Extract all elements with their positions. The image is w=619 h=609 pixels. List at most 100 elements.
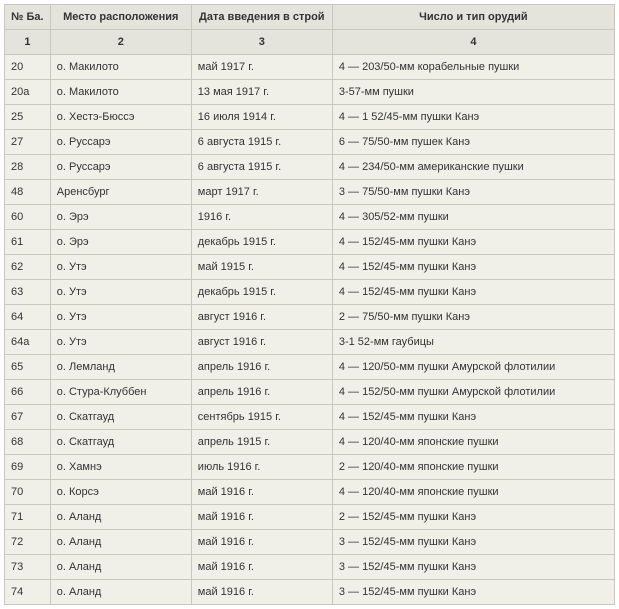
cell: о. Корсэ bbox=[50, 480, 191, 505]
subheader-row: 1 2 3 4 bbox=[5, 30, 615, 55]
cell: август 1916 г. bbox=[191, 330, 332, 355]
cell: 72 bbox=[5, 530, 51, 555]
col-header-location: Место расположения bbox=[50, 5, 191, 30]
cell: май 1917 г. bbox=[191, 55, 332, 80]
cell: май 1916 г. bbox=[191, 505, 332, 530]
table-row: 20о. Макилотомай 1917 г.4 — 203/50-мм ко… bbox=[5, 55, 615, 80]
cell: 71 bbox=[5, 505, 51, 530]
cell: 3 — 152/45-мм пушки Канэ bbox=[332, 530, 614, 555]
table-row: 67о. Скатгаудсентябрь 1915 г.4 — 152/45-… bbox=[5, 405, 615, 430]
cell: сентябрь 1915 г. bbox=[191, 405, 332, 430]
cell: о. Скатгауд bbox=[50, 405, 191, 430]
table-row: 61о. Эрэдекабрь 1915 г.4 — 152/45-мм пуш… bbox=[5, 230, 615, 255]
cell: о. Аланд bbox=[50, 555, 191, 580]
cell: 1916 г. bbox=[191, 205, 332, 230]
table-row: 68о. Скатгаудапрель 1915 г.4 — 120/40-мм… bbox=[5, 430, 615, 455]
cell: о. Лемланд bbox=[50, 355, 191, 380]
cell: о. Эрэ bbox=[50, 205, 191, 230]
cell: 67 bbox=[5, 405, 51, 430]
cell: 25 bbox=[5, 105, 51, 130]
cell: 62 bbox=[5, 255, 51, 280]
cell: 13 мая 1917 г. bbox=[191, 80, 332, 105]
cell: 3 — 152/45-мм пушки Канэ bbox=[332, 555, 614, 580]
cell: 4 — 120/40-мм японские пушки bbox=[332, 480, 614, 505]
cell: о. Скатгауд bbox=[50, 430, 191, 455]
cell: 73 bbox=[5, 555, 51, 580]
table-row: 48Аренсбургмарт 1917 г.3 — 75/50-мм пушк… bbox=[5, 180, 615, 205]
cell: май 1916 г. bbox=[191, 530, 332, 555]
cell: 20а bbox=[5, 80, 51, 105]
table-row: 71о. Аландмай 1916 г.2 — 152/45-мм пушки… bbox=[5, 505, 615, 530]
cell: 4 — 152/45-мм пушки Канэ bbox=[332, 255, 614, 280]
cell: о. Аланд bbox=[50, 505, 191, 530]
cell: о. Утэ bbox=[50, 280, 191, 305]
cell: Аренсбург bbox=[50, 180, 191, 205]
cell: 6 августа 1915 г. bbox=[191, 130, 332, 155]
col-num-4: 4 bbox=[332, 30, 614, 55]
cell: 3-57-мм пушки bbox=[332, 80, 614, 105]
cell: 68 bbox=[5, 430, 51, 455]
cell: март 1917 г. bbox=[191, 180, 332, 205]
cell: о. Аланд bbox=[50, 580, 191, 605]
cell: 4 — 152/45-мм пушки Канэ bbox=[332, 230, 614, 255]
cell: июль 1916 г. bbox=[191, 455, 332, 480]
col-num-3: 3 bbox=[191, 30, 332, 55]
table-row: 64о. Утэавгуст 1916 г.2 — 75/50-мм пушки… bbox=[5, 305, 615, 330]
cell: 64а bbox=[5, 330, 51, 355]
cell: 4 — 152/45-мм пушки Канэ bbox=[332, 280, 614, 305]
cell: 16 июля 1914 г. bbox=[191, 105, 332, 130]
cell: декабрь 1915 г. bbox=[191, 280, 332, 305]
cell: апрель 1915 г. bbox=[191, 430, 332, 455]
table-row: 20ао. Макилото13 мая 1917 г.3-57-мм пушк… bbox=[5, 80, 615, 105]
cell: 66 bbox=[5, 380, 51, 405]
table-row: 70о. Корсэмай 1916 г.4 — 120/40-мм японс… bbox=[5, 480, 615, 505]
table-row: 73о. Аландмай 1916 г.3 — 152/45-мм пушки… bbox=[5, 555, 615, 580]
table-row: 69о. Хамнэиюль 1916 г.2 — 120/40-мм япон… bbox=[5, 455, 615, 480]
cell: 63 bbox=[5, 280, 51, 305]
table-row: 66о. Стура-Клуббенапрель 1916 г.4 — 152/… bbox=[5, 380, 615, 405]
cell: 4 — 152/45-мм пушки Канэ bbox=[332, 405, 614, 430]
cell: 4 — 120/40-мм японские пушки bbox=[332, 430, 614, 455]
cell: о. Макилото bbox=[50, 80, 191, 105]
cell: о. Утэ bbox=[50, 255, 191, 280]
cell: апрель 1916 г. bbox=[191, 355, 332, 380]
table-head: № Ба. Место расположения Дата введения в… bbox=[5, 5, 615, 55]
cell: 2 — 120/40-мм японские пушки bbox=[332, 455, 614, 480]
cell: 4 — 305/52-мм пушки bbox=[332, 205, 614, 230]
cell: май 1915 г. bbox=[191, 255, 332, 280]
table-row: 60о. Эрэ1916 г.4 — 305/52-мм пушки bbox=[5, 205, 615, 230]
col-num-2: 2 bbox=[50, 30, 191, 55]
cell: 4 — 120/50-мм пушки Амурской флотилии bbox=[332, 355, 614, 380]
table-row: 28о. Руссарэ6 августа 1915 г.4 — 234/50-… bbox=[5, 155, 615, 180]
cell: август 1916 г. bbox=[191, 305, 332, 330]
cell: 3 — 75/50-мм пушки Канэ bbox=[332, 180, 614, 205]
header-row: № Ба. Место расположения Дата введения в… bbox=[5, 5, 615, 30]
cell: 4 — 203/50-мм корабельные пушки bbox=[332, 55, 614, 80]
cell: 2 — 75/50-мм пушки Канэ bbox=[332, 305, 614, 330]
cell: 65 bbox=[5, 355, 51, 380]
cell: декабрь 1915 г. bbox=[191, 230, 332, 255]
cell: апрель 1916 г. bbox=[191, 380, 332, 405]
cell: о. Руссарэ bbox=[50, 155, 191, 180]
cell: о. Эрэ bbox=[50, 230, 191, 255]
cell: о. Утэ bbox=[50, 330, 191, 355]
cell: 70 bbox=[5, 480, 51, 505]
cell: 64 bbox=[5, 305, 51, 330]
cell: май 1916 г. bbox=[191, 480, 332, 505]
table-row: 64ао. Утэавгуст 1916 г.3-1 52-мм гаубицы bbox=[5, 330, 615, 355]
cell: 20 bbox=[5, 55, 51, 80]
cell: 6 августа 1915 г. bbox=[191, 155, 332, 180]
cell: 2 — 152/45-мм пушки Канэ bbox=[332, 505, 614, 530]
cell: о. Макилото bbox=[50, 55, 191, 80]
cell: май 1916 г. bbox=[191, 555, 332, 580]
cell: 4 — 234/50-мм американские пушки bbox=[332, 155, 614, 180]
cell: 3-1 52-мм гаубицы bbox=[332, 330, 614, 355]
cell: 4 — 152/50-мм пушки Амурской флотилии bbox=[332, 380, 614, 405]
table-row: 65о. Лемландапрель 1916 г.4 — 120/50-мм … bbox=[5, 355, 615, 380]
col-header-ba: № Ба. bbox=[5, 5, 51, 30]
col-header-date: Дата введения в строй bbox=[191, 5, 332, 30]
cell: 48 bbox=[5, 180, 51, 205]
table-row: 72о. Аландмай 1916 г.3 — 152/45-мм пушки… bbox=[5, 530, 615, 555]
table-row: 74о. Аландмай 1916 г.3 — 152/45-мм пушки… bbox=[5, 580, 615, 605]
cell: 27 bbox=[5, 130, 51, 155]
